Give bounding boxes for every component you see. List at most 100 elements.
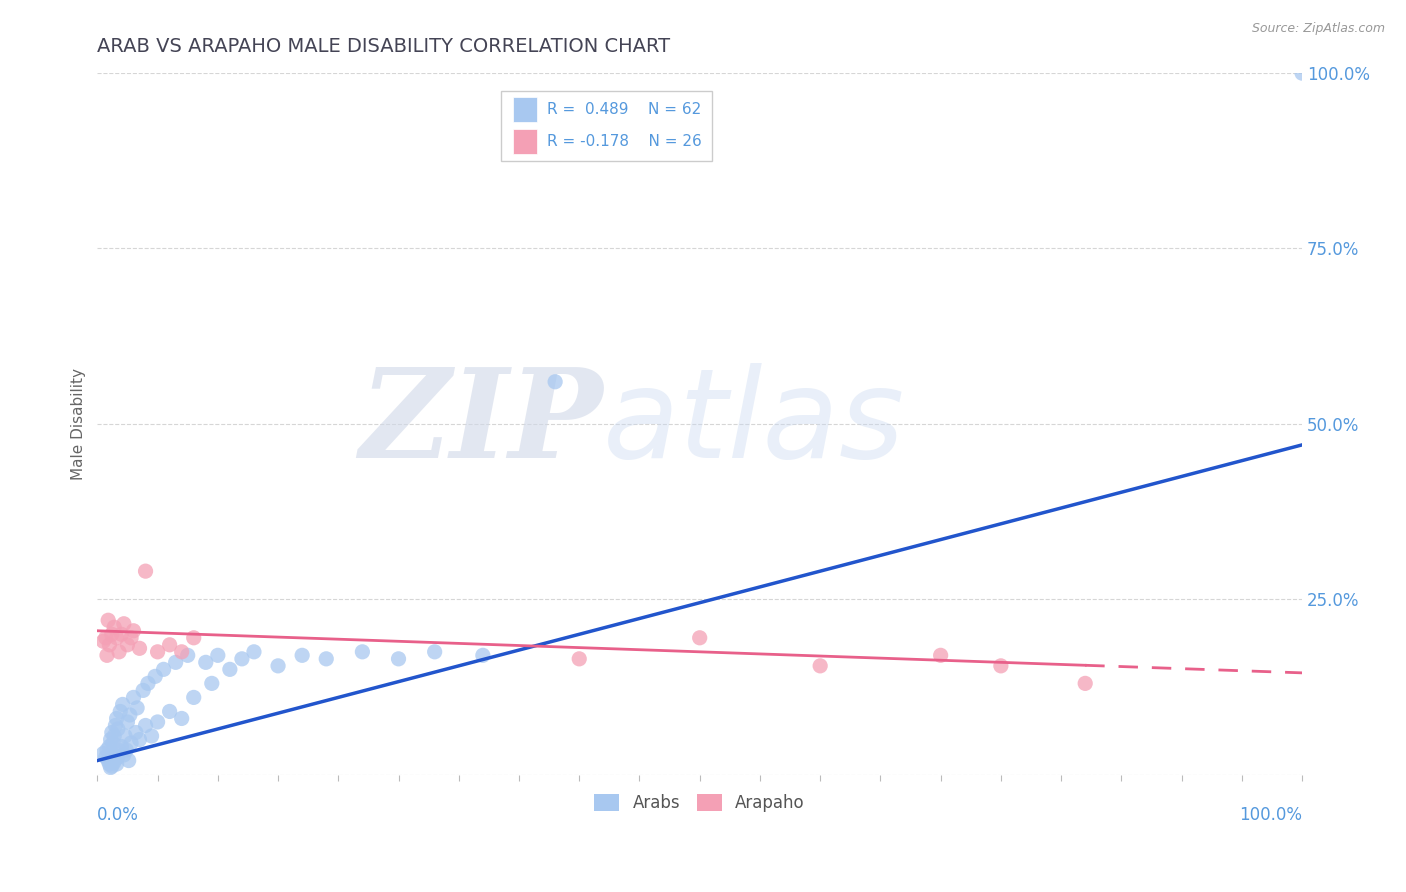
Point bbox=[132, 683, 155, 698]
Point bbox=[120, 631, 142, 645]
Point bbox=[100, 760, 122, 774]
Point bbox=[101, 627, 124, 641]
Point bbox=[112, 616, 135, 631]
Point bbox=[94, 750, 117, 764]
Point bbox=[929, 648, 952, 663]
Point bbox=[170, 711, 193, 725]
Point bbox=[104, 718, 127, 732]
Point bbox=[201, 676, 224, 690]
Point bbox=[152, 662, 174, 676]
Point bbox=[122, 624, 145, 638]
Point bbox=[98, 638, 121, 652]
Point bbox=[808, 658, 831, 673]
Point bbox=[118, 754, 141, 768]
Point bbox=[990, 658, 1012, 673]
FancyBboxPatch shape bbox=[513, 97, 537, 122]
Point bbox=[207, 648, 229, 663]
Point bbox=[117, 638, 139, 652]
Point bbox=[104, 752, 127, 766]
Point bbox=[107, 750, 129, 764]
Point bbox=[146, 714, 169, 729]
Text: 100.0%: 100.0% bbox=[1239, 806, 1302, 824]
Point bbox=[183, 631, 205, 645]
Point bbox=[243, 645, 266, 659]
Point bbox=[96, 648, 118, 663]
Point bbox=[101, 747, 124, 762]
Point bbox=[423, 645, 446, 659]
Point bbox=[98, 757, 121, 772]
Point bbox=[103, 620, 125, 634]
Point bbox=[111, 698, 134, 712]
Point bbox=[98, 739, 121, 754]
Point bbox=[107, 722, 129, 736]
Point bbox=[101, 759, 124, 773]
Point bbox=[110, 705, 132, 719]
Point bbox=[103, 729, 125, 743]
Point bbox=[231, 652, 253, 666]
Point bbox=[568, 652, 591, 666]
Point bbox=[101, 725, 124, 739]
Text: Source: ZipAtlas.com: Source: ZipAtlas.com bbox=[1251, 22, 1385, 36]
Point bbox=[165, 656, 187, 670]
Point bbox=[105, 711, 128, 725]
Point bbox=[544, 375, 567, 389]
Point bbox=[97, 754, 120, 768]
Y-axis label: Male Disability: Male Disability bbox=[72, 368, 86, 480]
Point bbox=[352, 645, 374, 659]
Point bbox=[115, 743, 138, 757]
Point bbox=[110, 627, 132, 641]
Point bbox=[103, 755, 125, 769]
Point bbox=[108, 743, 131, 757]
Point bbox=[96, 743, 118, 757]
Point bbox=[689, 631, 711, 645]
Point bbox=[1074, 676, 1097, 690]
Point bbox=[110, 739, 132, 754]
Point bbox=[135, 718, 157, 732]
Point bbox=[170, 645, 193, 659]
Text: 0.0%: 0.0% bbox=[97, 806, 139, 824]
Point bbox=[118, 708, 141, 723]
Point bbox=[291, 648, 314, 663]
Point bbox=[194, 656, 217, 670]
Point bbox=[101, 736, 124, 750]
Point bbox=[387, 652, 409, 666]
Point bbox=[146, 645, 169, 659]
Point bbox=[122, 690, 145, 705]
Point bbox=[135, 564, 157, 578]
Point bbox=[315, 652, 337, 666]
Point bbox=[105, 757, 128, 772]
Point bbox=[141, 729, 163, 743]
Point bbox=[117, 714, 139, 729]
Point bbox=[93, 747, 115, 761]
Point bbox=[94, 631, 117, 645]
Point bbox=[100, 732, 122, 747]
Text: R =  0.489    N = 62: R = 0.489 N = 62 bbox=[547, 102, 702, 117]
Text: R = -0.178    N = 26: R = -0.178 N = 26 bbox=[547, 134, 702, 149]
Point bbox=[159, 638, 181, 652]
Point bbox=[128, 732, 150, 747]
Point bbox=[143, 669, 166, 683]
Point bbox=[97, 613, 120, 627]
Point bbox=[128, 641, 150, 656]
Point bbox=[471, 648, 494, 663]
Point bbox=[136, 676, 159, 690]
Text: ZIP: ZIP bbox=[360, 363, 603, 484]
Point bbox=[177, 648, 200, 663]
Legend: Arabs, Arapaho: Arabs, Arapaho bbox=[588, 788, 811, 819]
FancyBboxPatch shape bbox=[501, 91, 711, 161]
Point bbox=[159, 705, 181, 719]
FancyBboxPatch shape bbox=[513, 128, 537, 153]
Point bbox=[125, 725, 148, 739]
Point bbox=[127, 701, 149, 715]
Point bbox=[120, 736, 142, 750]
Point bbox=[218, 662, 240, 676]
Point bbox=[105, 631, 128, 645]
Text: ARAB VS ARAPAHO MALE DISABILITY CORRELATION CHART: ARAB VS ARAPAHO MALE DISABILITY CORRELAT… bbox=[97, 37, 671, 56]
Point bbox=[112, 747, 135, 762]
Point bbox=[1291, 66, 1313, 80]
Point bbox=[93, 634, 115, 648]
Point bbox=[267, 658, 290, 673]
Point bbox=[114, 729, 136, 743]
Text: atlas: atlas bbox=[603, 363, 905, 484]
Point bbox=[108, 645, 131, 659]
